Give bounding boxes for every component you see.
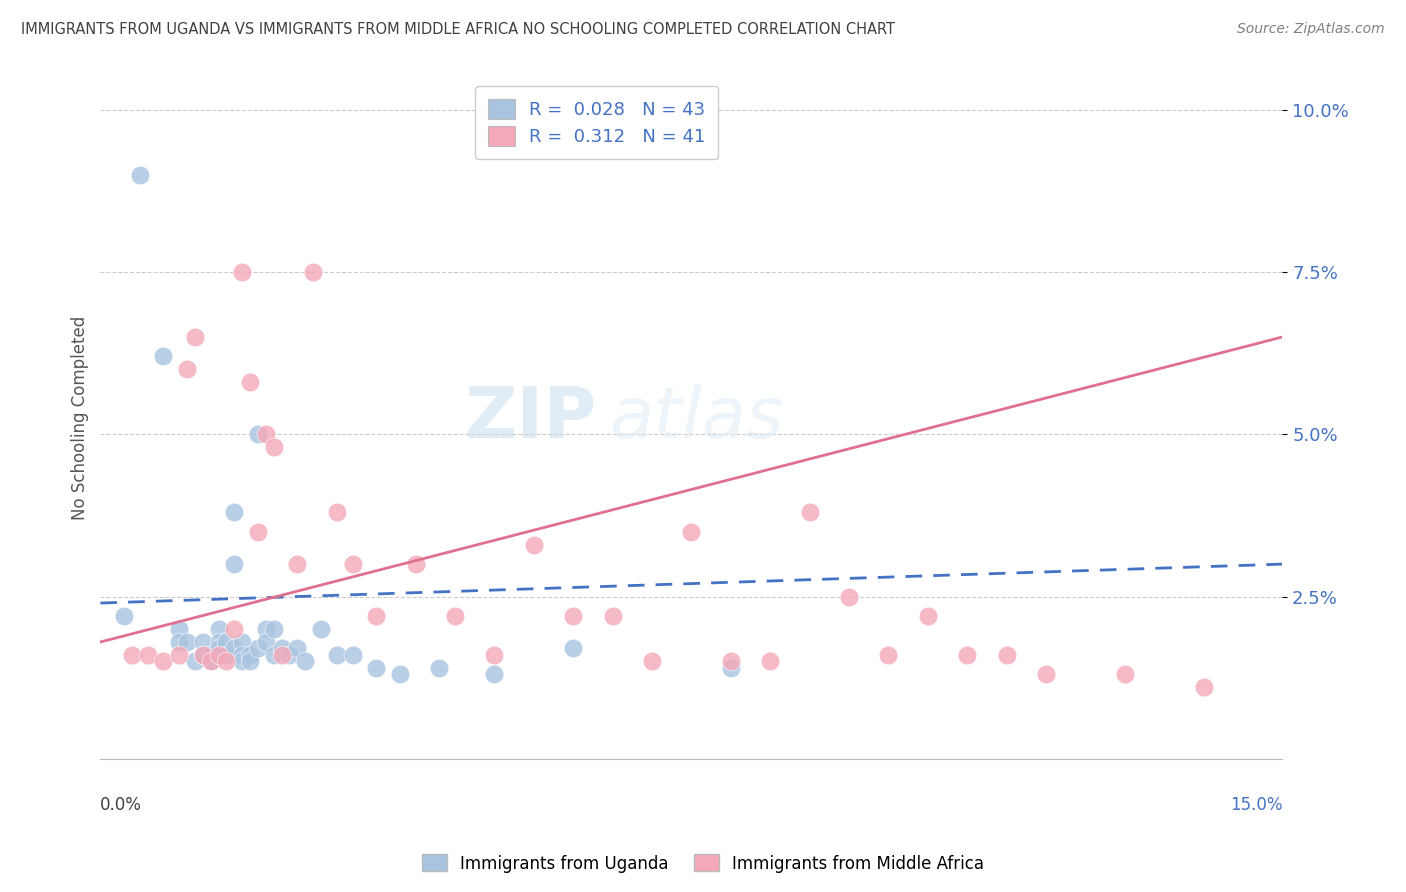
Point [200, 648, 222, 662]
Point [224, 557, 246, 571]
Point [720, 655, 742, 669]
Point [200, 655, 222, 669]
Point [444, 609, 467, 624]
Point [184, 330, 207, 344]
Point [167, 622, 190, 636]
Point [231, 265, 253, 279]
Point [224, 641, 246, 656]
Point [112, 609, 135, 624]
Point [405, 557, 427, 571]
Point [263, 622, 285, 636]
Point [838, 590, 860, 604]
Point [167, 635, 190, 649]
Point [215, 635, 238, 649]
Point [128, 168, 150, 182]
Point [388, 667, 411, 681]
Point [326, 648, 349, 662]
Text: 15.0%: 15.0% [1230, 797, 1282, 814]
Point [254, 635, 277, 649]
Point [191, 648, 214, 662]
Point [246, 427, 269, 442]
Point [523, 538, 546, 552]
Point [176, 635, 198, 649]
Point [254, 427, 277, 442]
Point [231, 648, 253, 662]
Point [176, 362, 198, 376]
Point [602, 609, 624, 624]
Point [191, 635, 214, 649]
Point [956, 648, 979, 662]
Point [136, 648, 159, 662]
Point [641, 655, 664, 669]
Point [285, 641, 308, 656]
Text: atlas: atlas [609, 384, 783, 452]
Point [207, 635, 229, 649]
Point [1114, 667, 1136, 681]
Point [263, 648, 285, 662]
Legend: R =  0.028   N = 43, R =  0.312   N = 41: R = 0.028 N = 43, R = 0.312 N = 41 [475, 87, 718, 159]
Point [200, 655, 222, 669]
Point [342, 648, 364, 662]
Point [366, 609, 388, 624]
Point [302, 265, 325, 279]
Text: ZIP: ZIP [464, 384, 596, 452]
Point [877, 648, 900, 662]
Y-axis label: No Schooling Completed: No Schooling Completed [72, 316, 89, 520]
Point [562, 609, 585, 624]
Point [427, 661, 450, 675]
Point [1035, 667, 1057, 681]
Point [562, 641, 585, 656]
Point [995, 648, 1018, 662]
Point [759, 655, 782, 669]
Point [184, 655, 207, 669]
Point [484, 667, 506, 681]
Point [224, 505, 246, 519]
Point [167, 648, 190, 662]
Point [681, 524, 703, 539]
Point [263, 440, 285, 454]
Point [231, 655, 253, 669]
Point [246, 641, 269, 656]
Text: Source: ZipAtlas.com: Source: ZipAtlas.com [1237, 22, 1385, 37]
Point [1192, 681, 1215, 695]
Point [366, 661, 388, 675]
Point [484, 648, 506, 662]
Point [239, 648, 262, 662]
Point [207, 648, 229, 662]
Point [917, 609, 939, 624]
Point [309, 622, 332, 636]
Point [246, 524, 269, 539]
Legend: Immigrants from Uganda, Immigrants from Middle Africa: Immigrants from Uganda, Immigrants from … [415, 847, 991, 880]
Point [224, 622, 246, 636]
Point [720, 661, 742, 675]
Point [285, 557, 308, 571]
Point [121, 648, 143, 662]
Text: IMMIGRANTS FROM UGANDA VS IMMIGRANTS FROM MIDDLE AFRICA NO SCHOOLING COMPLETED C: IMMIGRANTS FROM UGANDA VS IMMIGRANTS FRO… [21, 22, 896, 37]
Point [270, 648, 292, 662]
Text: 0.0%: 0.0% [100, 797, 142, 814]
Point [152, 350, 174, 364]
Point [254, 622, 277, 636]
Point [294, 655, 316, 669]
Point [342, 557, 364, 571]
Point [326, 505, 349, 519]
Point [215, 655, 238, 669]
Point [239, 655, 262, 669]
Point [191, 648, 214, 662]
Point [231, 635, 253, 649]
Point [799, 505, 821, 519]
Point [207, 641, 229, 656]
Point [207, 622, 229, 636]
Point [270, 641, 292, 656]
Point [152, 655, 174, 669]
Point [278, 648, 301, 662]
Point [239, 376, 262, 390]
Point [215, 648, 238, 662]
